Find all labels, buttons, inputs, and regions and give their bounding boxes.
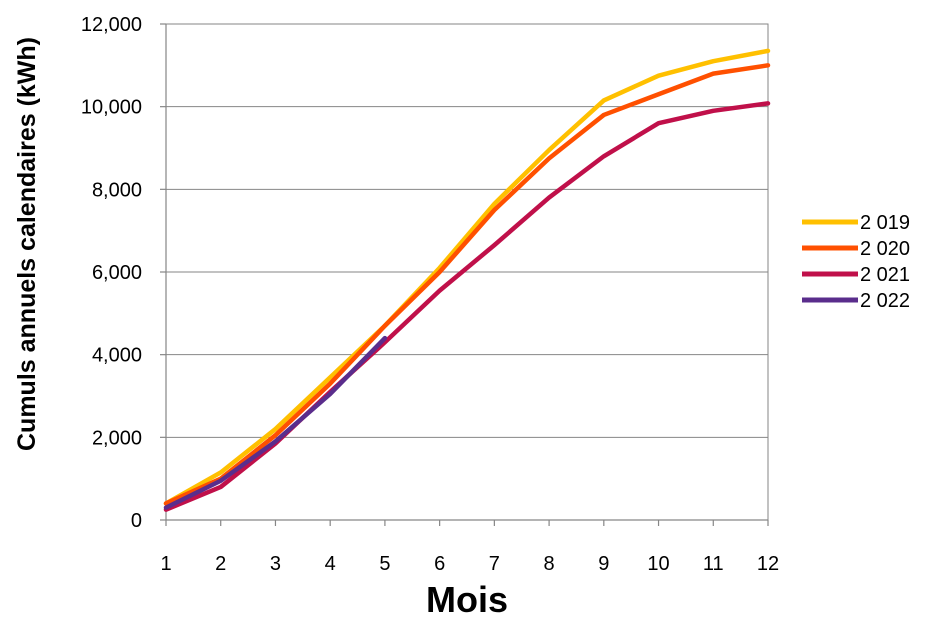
y-tick-label: 6,000 xyxy=(92,262,142,284)
series-line-2022 xyxy=(163,335,388,510)
y-tick-label: 2,000 xyxy=(92,427,142,449)
series-lines xyxy=(163,48,771,512)
x-axis-title: Mois xyxy=(426,579,508,620)
series-line-2019 xyxy=(163,48,771,506)
y-tick-label: 0 xyxy=(131,510,142,532)
x-tick-label: 7 xyxy=(489,553,500,575)
legend-label: 2 022 xyxy=(860,290,910,312)
legend-label: 2 019 xyxy=(860,212,910,234)
y-tick-labels: 0 2,000 4,000 6,000 8,000 10,000 12,000 xyxy=(81,14,142,532)
y-tick-label: 12,000 xyxy=(81,14,142,36)
x-tick-label: 12 xyxy=(757,553,779,575)
x-tick-label: 4 xyxy=(325,553,336,575)
x-tick-label: 8 xyxy=(544,553,555,575)
series-line-2020 xyxy=(163,63,771,506)
x-tick-label: 3 xyxy=(270,553,281,575)
x-tick-label: 10 xyxy=(647,553,669,575)
x-tick-label: 5 xyxy=(379,553,390,575)
x-tick-label: 9 xyxy=(598,553,609,575)
x-tick-label: 11 xyxy=(703,553,724,575)
x-tick-label: 1 xyxy=(160,553,171,575)
y-tick-label: 10,000 xyxy=(81,97,142,119)
y-axis-title: Cumuls annuels calendaires (kWh) xyxy=(13,37,41,451)
axes xyxy=(160,23,769,526)
y-tick-label: 4,000 xyxy=(92,345,142,367)
legend-label: 2 020 xyxy=(860,238,910,260)
legend: 2 019 2 020 2 021 2 022 xyxy=(802,212,910,312)
y-tick-label: 8,000 xyxy=(92,179,142,201)
x-tick-labels: 1 2 3 4 5 6 7 8 9 10 11 12 xyxy=(160,553,779,575)
legend-label: 2 021 xyxy=(860,264,910,286)
x-tick-label: 2 xyxy=(215,553,226,575)
x-tick-label: 6 xyxy=(434,553,445,575)
